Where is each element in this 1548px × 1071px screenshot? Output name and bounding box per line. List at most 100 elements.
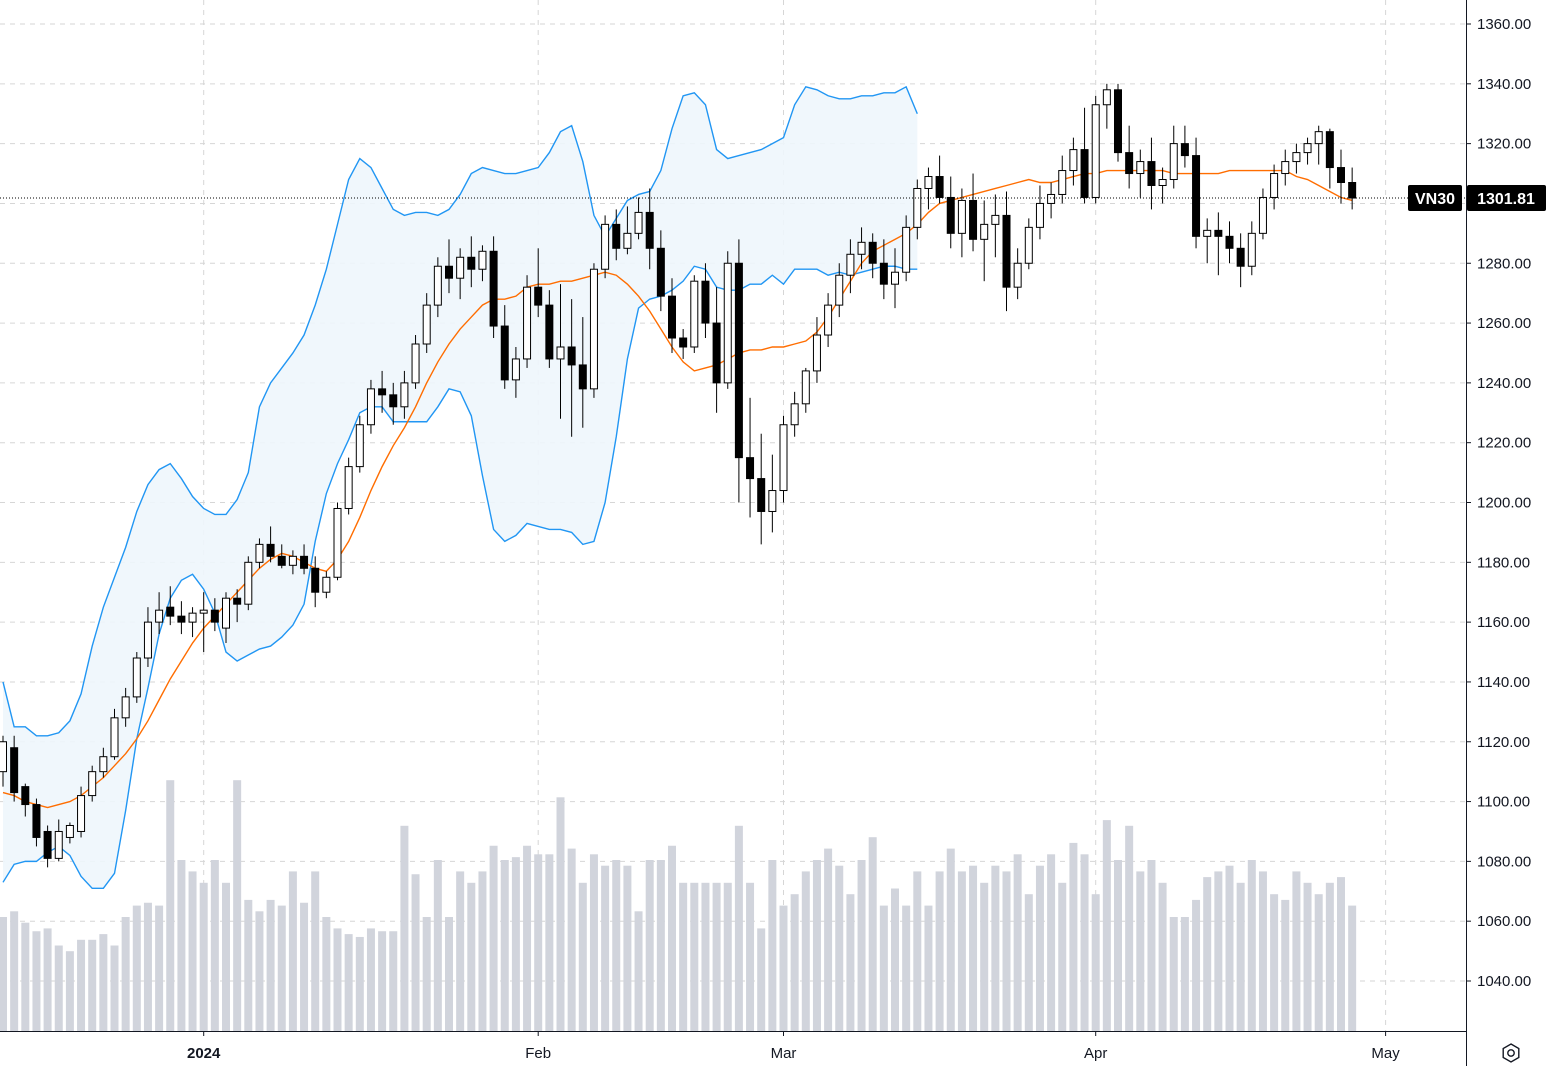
volume-bar (991, 865, 1000, 1031)
volume-bar (433, 860, 442, 1031)
candle (623, 206, 632, 255)
volume-bar (623, 865, 632, 1031)
volume-bar (1158, 882, 1167, 1031)
volume-bar (378, 931, 387, 1031)
candle (333, 502, 342, 581)
candle-body (768, 490, 777, 512)
candle-body (891, 271, 899, 285)
candle (1102, 83, 1111, 129)
candle-body (188, 612, 197, 623)
candle (21, 783, 30, 817)
candle-body (690, 280, 699, 348)
candle-body (1114, 89, 1122, 154)
volume-bar (132, 905, 141, 1031)
candle (846, 239, 855, 294)
candle (456, 248, 465, 300)
candle-body (746, 457, 755, 480)
last-price-label: 1301.81 (1467, 185, 1546, 212)
candle (545, 290, 554, 368)
volume-bar (612, 860, 621, 1031)
candle-body (779, 424, 788, 492)
candle (233, 589, 242, 623)
candle-body (1303, 143, 1312, 154)
candle-body (812, 334, 821, 372)
candle-body (679, 337, 688, 348)
candle (1236, 233, 1245, 288)
last-price-label-bg (1467, 185, 1546, 212)
candle (467, 236, 476, 288)
candle (824, 293, 833, 347)
candle-body (668, 295, 676, 339)
x-tick-label: Mar (771, 1045, 797, 1062)
x-tick-label: Feb (525, 1045, 551, 1062)
candle (902, 215, 911, 282)
candle-body (155, 609, 164, 623)
candle (433, 257, 442, 318)
candle-body (913, 187, 922, 228)
candle-body (366, 388, 375, 426)
candle-body (300, 555, 309, 569)
volume-bar (1147, 860, 1156, 1031)
candle-body (1180, 143, 1189, 157)
candle (511, 346, 520, 398)
gear-outline (1502, 1043, 1520, 1063)
band-fill (3, 86, 918, 889)
volume-bar (924, 905, 933, 1031)
volume-bar (668, 845, 676, 1031)
candle (913, 179, 922, 240)
candle (1270, 164, 1279, 210)
candle-body (311, 567, 320, 593)
candle-body (578, 364, 587, 390)
candle (957, 188, 966, 258)
volume-bar (578, 882, 587, 1031)
candle-body (199, 609, 208, 614)
candle-body (645, 211, 654, 249)
candle-body (456, 256, 465, 279)
volume-bar (701, 882, 710, 1031)
candle (1035, 185, 1044, 240)
candle (1303, 137, 1312, 165)
candle (1091, 95, 1100, 204)
y-tick-label: 1340.00 (1477, 76, 1531, 93)
candle (601, 215, 610, 279)
candle-body (601, 223, 610, 270)
candle-body (723, 262, 732, 384)
candle (389, 382, 398, 425)
candle-body (1013, 262, 1022, 288)
candle (980, 200, 989, 282)
candle-body (277, 555, 286, 566)
y-tick-label: 1220.00 (1477, 435, 1531, 452)
candle (523, 275, 532, 368)
settings-gear-icon[interactable] (1502, 1043, 1520, 1063)
candle-body (344, 466, 353, 509)
volume-bar (690, 882, 699, 1031)
candle-body (1080, 149, 1089, 198)
candle-body (567, 346, 576, 366)
volume-bar (723, 882, 732, 1031)
candle-body (1337, 167, 1345, 184)
candle (991, 194, 1000, 258)
volume-bar (255, 911, 264, 1031)
candle (1080, 107, 1089, 204)
volume-bar (1214, 871, 1223, 1031)
candle (1325, 128, 1334, 189)
volume-bar (77, 939, 86, 1031)
candle-body (389, 394, 398, 408)
y-tick-label: 1200.00 (1477, 495, 1531, 512)
bollinger-bands (2, 85, 1353, 889)
candle-body (43, 830, 52, 859)
candle (1281, 149, 1290, 186)
volume-bar (589, 854, 598, 1031)
symbol-label-text: VN30 (1415, 191, 1455, 208)
candle-body (1047, 193, 1056, 204)
volume-bar (366, 928, 375, 1031)
candle (879, 239, 888, 300)
candle (1214, 212, 1223, 276)
volume-bar (411, 874, 420, 1031)
candle (1169, 125, 1178, 189)
volume-bar (1270, 894, 1279, 1031)
volume-bar (0, 917, 7, 1031)
candle-body (288, 555, 297, 566)
